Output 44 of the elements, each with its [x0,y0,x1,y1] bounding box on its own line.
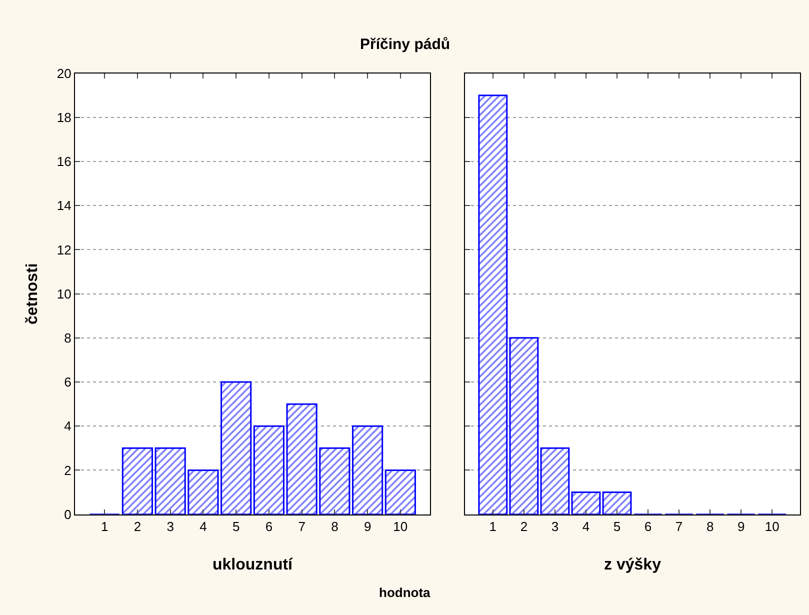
bar [122,447,153,514]
x-tick-label: 2 [520,518,528,534]
y-tick-label: 12 [56,242,72,258]
bar [384,469,416,514]
x-tick-label: 1 [100,518,108,534]
x-axis-title: z výšky [604,556,662,574]
x-tick-label: 1 [489,518,497,534]
x-tick-label: 9 [364,518,372,534]
y-tick-label: 20 [56,66,72,81]
y-axis-title: četnosti [24,263,41,324]
x-tick-label: 5 [232,518,240,534]
y-tick-label: 16 [56,154,72,170]
x-axis-title: uklouznutí [212,556,294,574]
y-tick-label: 8 [64,330,72,346]
x-tick-label: 6 [644,518,652,534]
y-tick-label: 2 [64,462,72,478]
x-tick-label: 4 [582,518,590,534]
x-tick-label: 10 [764,518,780,534]
y-tick-label: 0 [64,506,72,522]
x-tick-label: 4 [200,518,207,534]
bar [220,381,252,514]
bar [571,492,601,514]
y-tick-label: 14 [56,198,72,214]
chart-title: Příčiny pádů [360,36,450,53]
x-tick-label: 10 [393,518,408,534]
y-tick-label: 6 [64,374,72,390]
x-tick-label: 3 [166,518,174,534]
y-tick-label: 4 [64,418,72,434]
y-tick-label: 10 [56,286,72,302]
x-tick-label: 6 [265,518,273,534]
bar [602,492,632,514]
x-tick-label: 3 [551,518,559,534]
bar [352,425,384,514]
x-tick-label: 7 [675,518,683,534]
x-tick-label: 9 [737,518,745,534]
bar [253,425,284,514]
x-tick-label: 8 [331,518,338,534]
bar [540,447,570,514]
x-tick-label: 7 [298,518,306,534]
text: hodnota [379,585,432,600]
y-tick-label: 18 [56,110,72,125]
x-tick-label: 2 [134,518,142,534]
x-tick-label: 5 [613,518,621,534]
x-tick-label: 8 [706,518,714,534]
